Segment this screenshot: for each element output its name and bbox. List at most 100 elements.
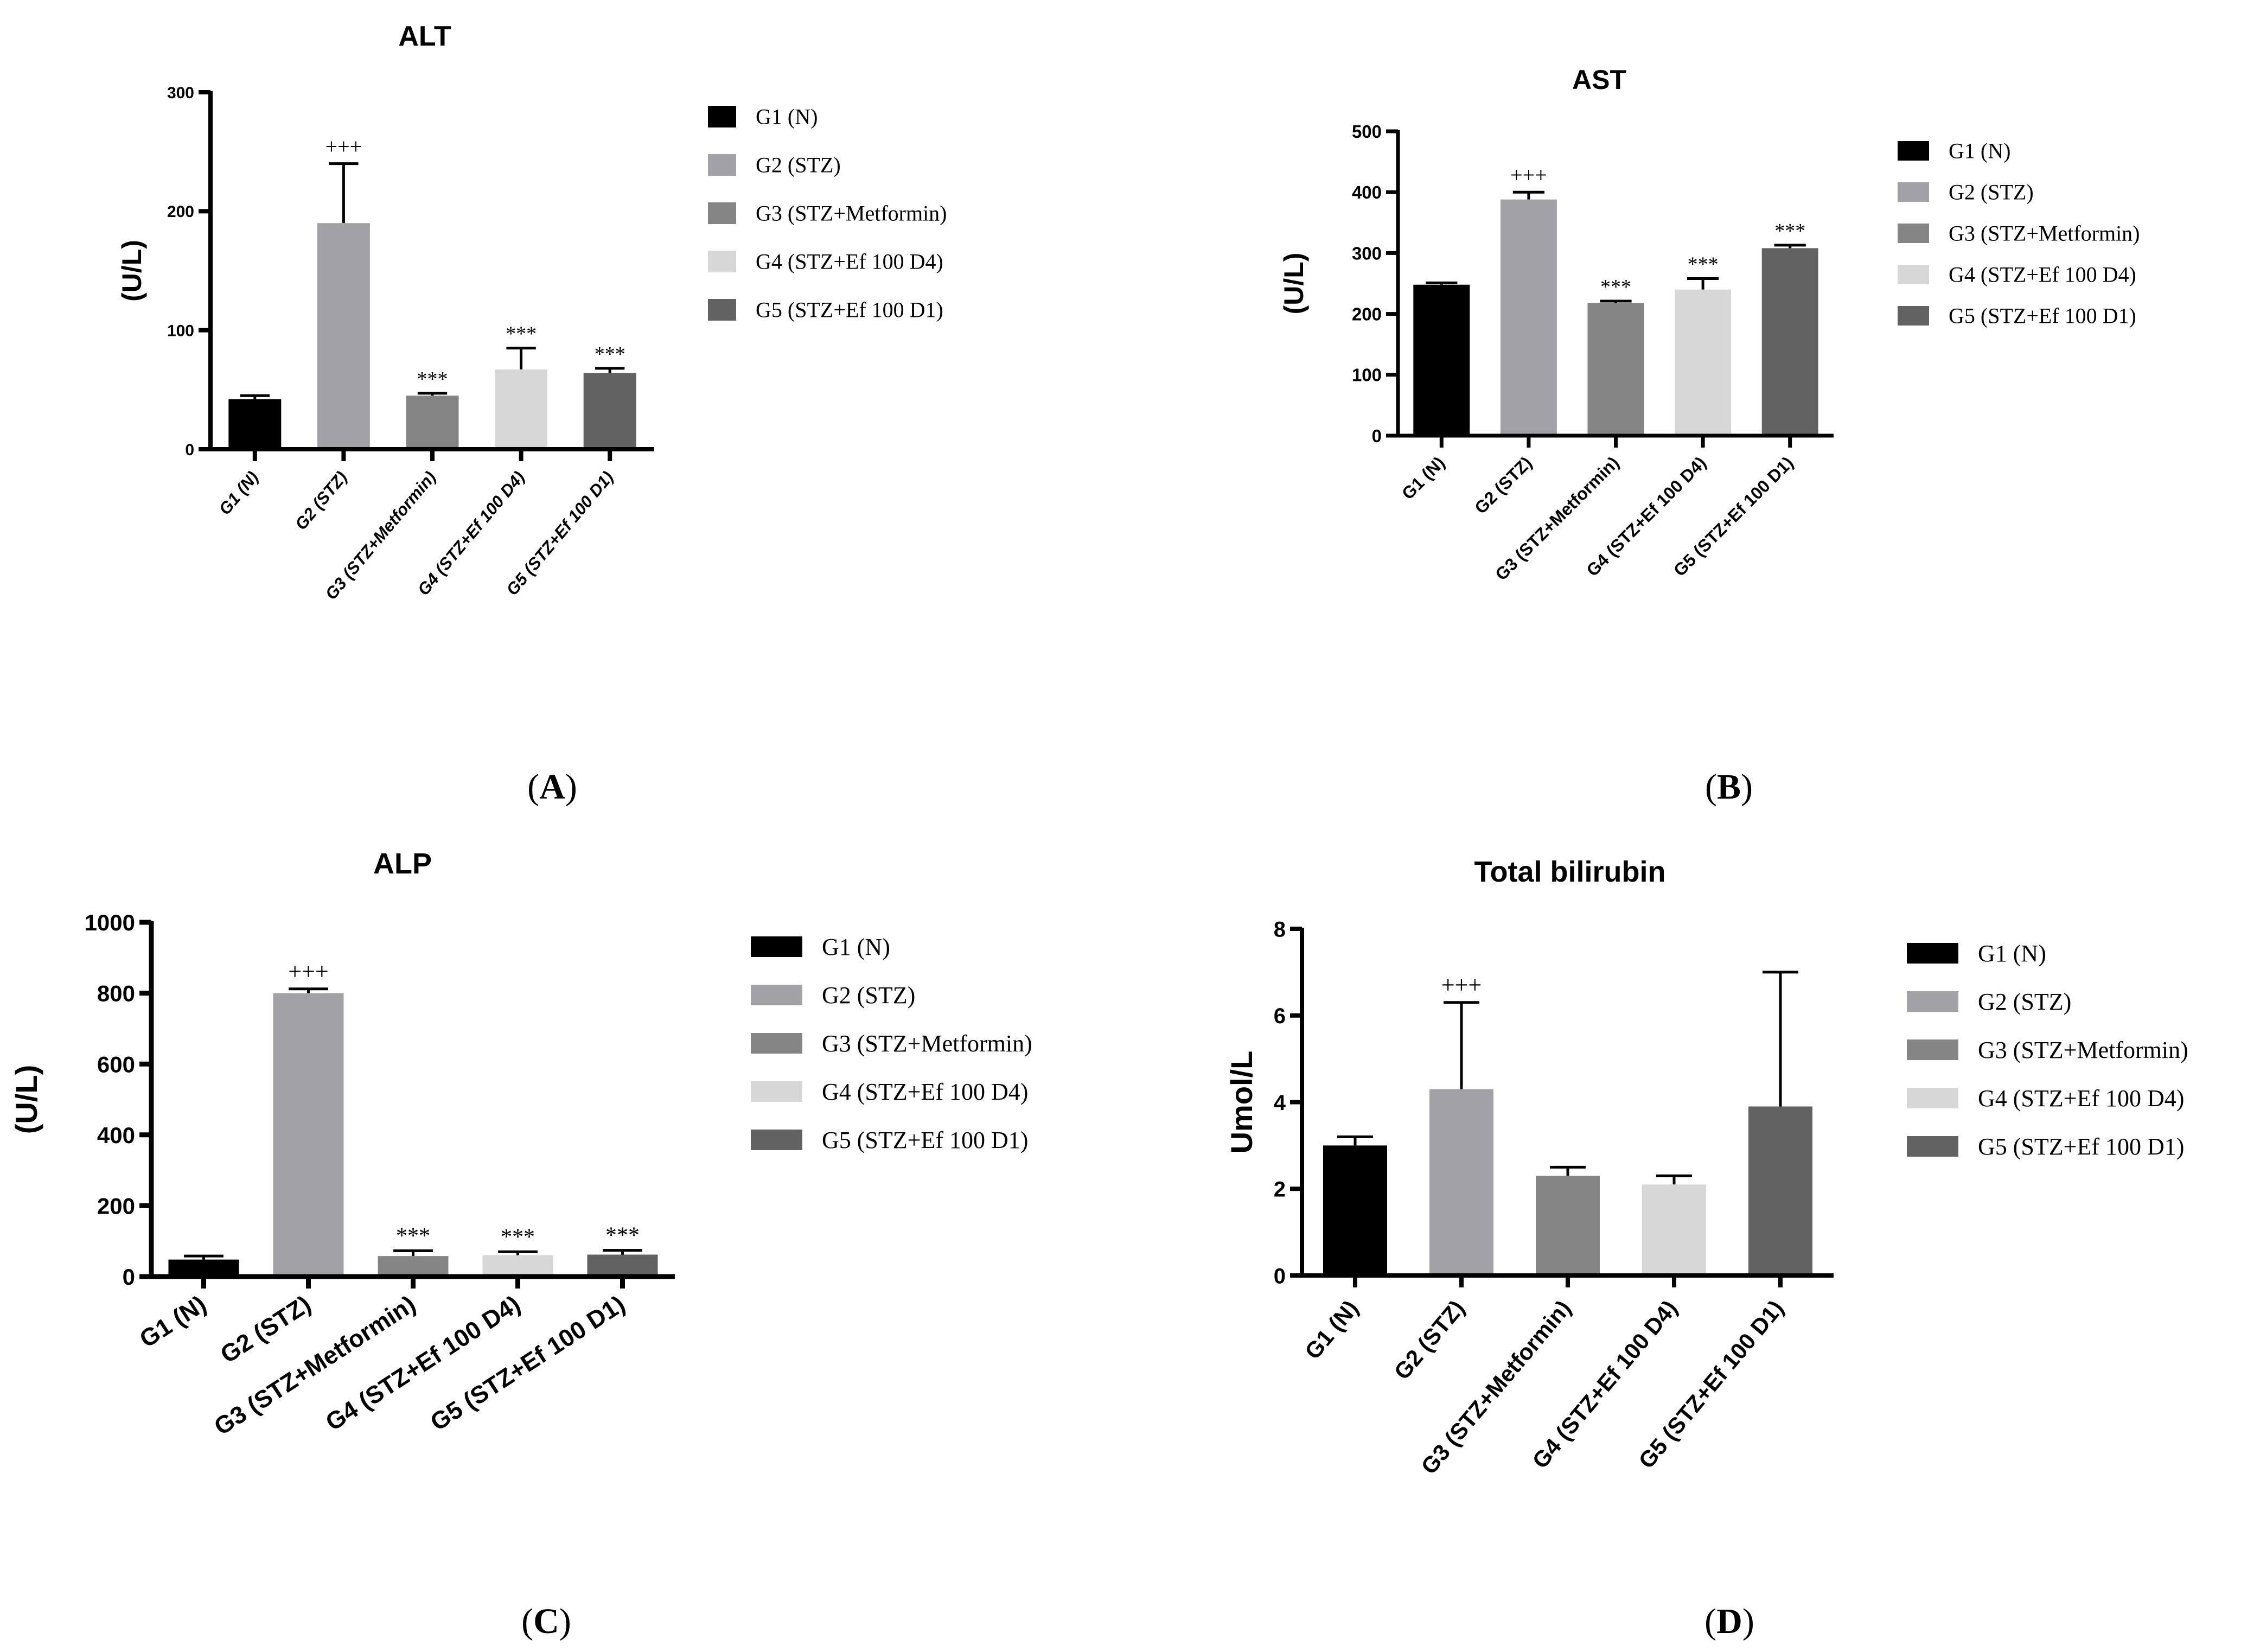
bar (495, 369, 548, 449)
panel-label: (C) (521, 1602, 571, 1641)
legend-swatch (708, 106, 736, 127)
y-tick-label: 800 (97, 981, 135, 1006)
legend-swatch (708, 299, 736, 321)
legend-label: G5 (STZ+Ef 100 D1) (756, 298, 943, 322)
legend-label: G3 (STZ+Metformin) (756, 201, 947, 226)
y-tick-label: 100 (1352, 365, 1382, 385)
x-tick-label: G1 (N) (1398, 452, 1448, 503)
legend-label: G4 (STZ+Ef 100 D4) (756, 250, 943, 274)
y-tick-label: 300 (1352, 243, 1382, 263)
legend-label: G4 (STZ+Ef 100 D4) (1949, 263, 2136, 287)
y-tick-label: 400 (97, 1122, 135, 1148)
chart-title: ALT (398, 21, 451, 52)
bar (583, 373, 636, 449)
legend-label: G4 (STZ+Ef 100 D4) (1978, 1085, 2184, 1112)
legend-swatch (1898, 182, 1929, 202)
y-tick-label: 200 (1352, 304, 1382, 324)
legend-swatch (1898, 265, 1929, 284)
legend-label: G2 (STZ) (1949, 180, 2034, 205)
significance-marker: *** (595, 343, 625, 366)
y-tick-label: 100 (167, 322, 194, 340)
y-axis-label: (U/L) (1279, 253, 1309, 315)
legend-label: G1 (N) (756, 105, 818, 129)
legend-label: G1 (N) (822, 934, 890, 960)
legend-swatch (708, 154, 736, 176)
chart-title: ALP (373, 847, 432, 880)
chart-title: AST (1572, 65, 1626, 95)
panel-C: ALP (U/L) +++ *** *** *** 0 200 400 600 800 1000 G1 … (9, 847, 1032, 1641)
legend-swatch (708, 251, 736, 272)
legend-swatch (1898, 141, 1929, 161)
panel-label: (B) (1705, 767, 1753, 807)
significance-marker: *** (501, 1224, 535, 1249)
bar (1675, 289, 1732, 436)
chart-title: Total bilirubin (1474, 856, 1666, 888)
panel-label: (A) (527, 767, 577, 807)
legend-swatch (751, 1033, 802, 1054)
bar (228, 399, 282, 449)
y-tick-label: 200 (97, 1194, 135, 1219)
legend-swatch (1907, 1136, 1958, 1157)
y-tick-label: 500 (1352, 122, 1382, 142)
bar (378, 1256, 449, 1277)
significance-marker: *** (1600, 276, 1631, 298)
y-tick-label: 0 (123, 1264, 135, 1290)
bar (273, 993, 344, 1277)
x-tick-label: G1 (N) (135, 1290, 211, 1353)
significance-marker: +++ (1510, 163, 1547, 187)
legend-swatch (1907, 943, 1958, 964)
legend-label: G3 (STZ+Metformin) (1949, 221, 2140, 246)
legend-label: G1 (N) (1949, 139, 2010, 163)
x-tick-label: G2 (STZ) (291, 468, 351, 533)
legend-swatch (751, 985, 802, 1005)
x-tick-label: G5 (STZ+Ef 100 D1) (425, 1290, 630, 1437)
y-axis-label: (U/L) (117, 240, 147, 302)
bar (1761, 248, 1818, 436)
x-tick-label: G2 (STZ) (215, 1290, 316, 1369)
y-tick-label: 0 (1372, 426, 1382, 446)
significance-marker: *** (396, 1223, 430, 1248)
y-tick-label: 400 (1352, 182, 1382, 202)
legend-label: G2 (STZ) (756, 153, 841, 177)
bar (168, 1259, 239, 1277)
y-tick-label: 1000 (85, 910, 135, 935)
bar (1748, 1106, 1812, 1275)
bar (1536, 1176, 1600, 1275)
panel-A: ALT (U/L) +++ *** *** *** 0 100 200 300 G1 (N) G2 (… (117, 21, 947, 807)
y-tick-label: 600 (97, 1051, 135, 1077)
bar (1413, 284, 1470, 436)
legend-label: G2 (STZ) (1978, 988, 2071, 1015)
bar (1587, 303, 1644, 436)
bar (587, 1254, 658, 1277)
bar (1323, 1145, 1387, 1275)
bar (482, 1255, 553, 1277)
legend-swatch (751, 1130, 802, 1150)
y-tick-label: 2 (1274, 1178, 1286, 1202)
y-tick-label: 300 (167, 84, 194, 102)
legend-label: G4 (STZ+Ef 100 D4) (822, 1079, 1028, 1105)
legend: G1 (N) G2 (STZ) G3 (STZ+Metformin) G4 (STZ+… (1898, 139, 2140, 328)
legend-label: G3 (STZ+Metformin) (822, 1030, 1032, 1057)
legend-swatch (708, 202, 736, 224)
legend-label: G2 (STZ) (822, 982, 915, 1009)
y-tick-label: 6 (1274, 1004, 1286, 1028)
legend-swatch (1907, 1088, 1958, 1108)
significance-marker: +++ (288, 958, 329, 985)
x-tick-label: G4 (STZ+Ef 100 D4) (321, 1290, 525, 1437)
legend-swatch (1898, 306, 1929, 326)
legend-swatch (751, 1081, 802, 1102)
panel-D: Total bilirubin Umol/L +++ 0 2 4 6 8 G1 (N) G2 (S… (1224, 856, 2188, 1641)
bar (1429, 1089, 1493, 1275)
legend-label: G5 (STZ+Ef 100 D1) (822, 1127, 1028, 1153)
y-tick-label: 4 (1274, 1091, 1286, 1115)
y-tick-label: 8 (1274, 917, 1286, 941)
y-tick-label: 200 (167, 203, 194, 221)
y-axis-label: Umol/L (1224, 1051, 1259, 1154)
legend-label: G3 (STZ+Metformin) (1978, 1037, 2188, 1063)
legend: G1 (N) G2 (STZ) G3 (STZ+Metformin) G4 (STZ+… (751, 934, 1032, 1153)
legend-label: G1 (N) (1978, 940, 2046, 967)
legend-swatch (751, 936, 802, 957)
panel-B: AST (U/L) +++ *** *** *** 0 100 200 300 400 500 G1 (… (1279, 65, 2140, 807)
legend-swatch (1907, 1039, 1958, 1060)
